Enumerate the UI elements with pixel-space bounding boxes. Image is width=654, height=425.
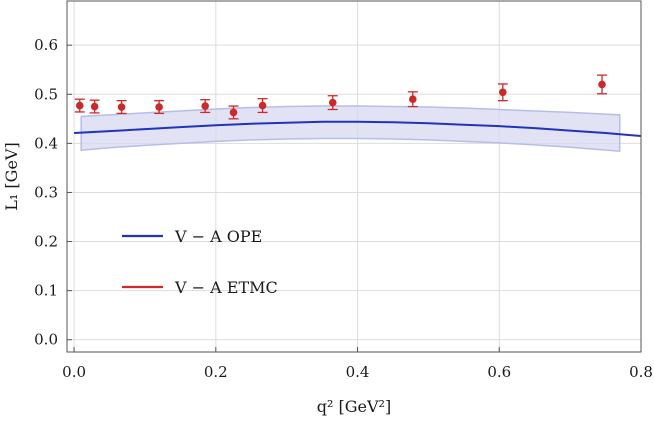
x-tick-label: 0.4 — [346, 363, 370, 381]
etmc-point — [74, 98, 85, 113]
x-tick-label: 0.8 — [629, 363, 653, 381]
etmc-points-layer — [74, 74, 608, 120]
y-tick-label: 0.2 — [34, 233, 58, 251]
etmc-point — [89, 99, 100, 114]
y-tick-label: 0.3 — [34, 183, 58, 201]
etmc-marker — [598, 80, 606, 89]
etmc-marker — [201, 102, 209, 110]
grid — [67, 1, 642, 352]
etmc-marker — [258, 101, 267, 110]
etmc-marker — [75, 101, 84, 110]
etmc-marker — [117, 103, 126, 111]
etmc-marker — [229, 108, 238, 117]
plot-frame — [66, 0, 642, 353]
legend: V − A OPE V − A ETMC — [122, 227, 278, 297]
legend-label-etmc: V − A ETMC — [174, 278, 278, 297]
etmc-point — [228, 105, 239, 120]
y-tick-label: 0.4 — [34, 134, 58, 152]
etmc-point — [597, 74, 608, 95]
y-tick-label: 0.6 — [34, 36, 58, 54]
y-axis-label: L₁ [GeV] — [2, 142, 21, 210]
ope-line-layer — [74, 120, 642, 137]
y-tick-label: 0.0 — [34, 331, 58, 349]
x-tick-label: 0.6 — [487, 363, 511, 381]
etmc-point — [407, 91, 418, 108]
y-tick-label: 0.5 — [34, 85, 58, 103]
axis-ticks: 0.0 0.2 0.4 0.6 0.8 0.0 0.1 0.2 0.3 0.4 0.5 0.6 — [34, 36, 653, 381]
etmc-point — [327, 95, 338, 111]
etmc-marker — [328, 98, 337, 107]
x-axis-label: q² [GeV²] — [317, 397, 391, 416]
x-tick-label: 0.2 — [204, 363, 228, 381]
legend-label-ope: V − A OPE — [174, 227, 262, 246]
etmc-marker — [409, 95, 417, 103]
y-tick-label: 0.1 — [34, 282, 58, 300]
etmc-marker — [90, 102, 99, 111]
etmc-point — [200, 99, 211, 114]
etmc-point — [497, 83, 508, 102]
x-tick-label: 0.0 — [62, 363, 86, 381]
etmc-point — [116, 100, 127, 115]
etmc-point — [154, 100, 165, 115]
etmc-marker — [499, 88, 507, 97]
etmc-marker — [155, 103, 163, 111]
ope-line — [74, 120, 642, 137]
etmc-point — [257, 98, 268, 114]
